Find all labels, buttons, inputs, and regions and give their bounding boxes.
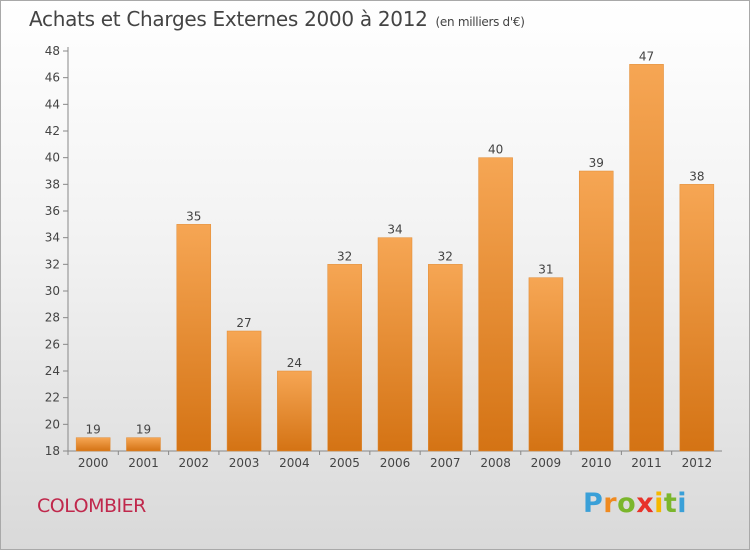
y-tick-label: 34 (45, 231, 60, 245)
chart-title: Achats et Charges Externes 2000 à 2012 (e… (29, 7, 525, 31)
x-tick-label: 2005 (329, 456, 360, 470)
data-label-2012: 38 (689, 169, 704, 183)
data-label-2000: 19 (86, 423, 101, 437)
bar-2007 (428, 264, 463, 452)
bar-2003 (226, 330, 262, 452)
bar-2000 (75, 437, 111, 452)
y-tick-label: 42 (45, 124, 60, 138)
data-label-2005: 32 (337, 249, 352, 263)
title-text: Achats et Charges Externes 2000 à 2012 (29, 7, 428, 31)
y-tick-label: 30 (45, 284, 60, 298)
x-tick-label: 2006 (380, 456, 411, 470)
x-tick-label: 2002 (178, 456, 209, 470)
bar-2001 (126, 437, 161, 452)
y-tick-label: 24 (45, 364, 60, 378)
bar-2006 (377, 237, 413, 452)
bar-2012 (679, 184, 715, 452)
data-label-2009: 31 (538, 263, 553, 277)
bars-group (75, 64, 715, 452)
y-tick-label: 48 (45, 44, 60, 58)
y-tick-label: 20 (45, 417, 60, 431)
y-axis: 18 20 22 24 26 28 30 32 34 36 38 40 42 44 46 48 (45, 44, 69, 458)
data-label-2003: 27 (236, 316, 251, 330)
data-label-2011: 47 (639, 49, 654, 63)
y-tick-label: 38 (45, 177, 60, 191)
x-axis: 2000 2001 2002 2003 2004 2005 2006 2007 2008 2009… (67, 450, 722, 470)
data-label-2008: 40 (488, 143, 503, 157)
bar-2002 (176, 224, 212, 452)
bar-2008 (478, 157, 513, 452)
x-tick-label: 2007 (430, 456, 461, 470)
bar-2005 (327, 264, 362, 452)
data-label-2007: 32 (438, 249, 453, 263)
data-label-2006: 34 (387, 223, 402, 237)
x-tick-label: 2000 (78, 456, 109, 470)
x-tick-label: 2008 (480, 456, 511, 470)
x-tick-label: 2009 (531, 456, 562, 470)
y-tick-label: 22 (45, 391, 60, 405)
x-tick-label: 2003 (229, 456, 260, 470)
bar-2011 (629, 64, 664, 452)
data-label-2010: 39 (589, 156, 604, 170)
y-tick-label: 44 (45, 97, 60, 111)
x-tick-label: 2001 (128, 456, 159, 470)
data-labels-group: 19 19 35 27 24 32 34 32 40 31 39 47 38 (86, 49, 705, 436)
y-tick-label: 28 (45, 311, 60, 325)
data-label-2002: 35 (186, 209, 201, 223)
y-tick-label: 36 (45, 204, 60, 218)
x-tick-label: 2004 (279, 456, 310, 470)
bar-2009 (528, 277, 564, 452)
x-tick-label: 2010 (581, 456, 612, 470)
y-tick-label: 18 (45, 444, 60, 458)
bar-2010 (578, 170, 614, 452)
x-tick-label: 2011 (631, 456, 662, 470)
chart-subtitle: (en milliers d'€) (435, 15, 525, 29)
y-tick-label: 26 (45, 337, 60, 351)
data-label-2001: 19 (136, 423, 151, 437)
y-tick-label: 32 (45, 257, 60, 271)
y-tick-label: 40 (45, 151, 60, 165)
data-label-2004: 24 (287, 356, 302, 370)
proxiti-logo[interactable]: Proxiti (583, 488, 688, 519)
city-name: COLOMBIER (37, 495, 146, 517)
y-tick-label: 46 (45, 71, 60, 85)
x-tick-label: 2012 (682, 456, 713, 470)
bar-2004 (277, 370, 312, 452)
